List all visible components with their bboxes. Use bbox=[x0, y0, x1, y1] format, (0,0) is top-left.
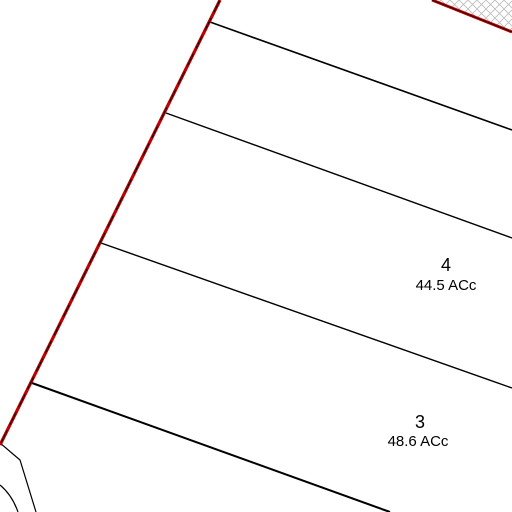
lot-line bbox=[209, 21, 512, 131]
parcel-area: 44.5 ACc bbox=[416, 277, 477, 294]
parcel-number: 3 bbox=[415, 412, 425, 432]
parcel-number: 4 bbox=[441, 255, 451, 275]
property-boundary-dashes bbox=[0, 0, 221, 446]
lot-line bbox=[31, 382, 391, 512]
parcel-area: 48.6 ACc bbox=[388, 433, 449, 450]
lot-line bbox=[165, 112, 512, 239]
road-curve-inner bbox=[0, 484, 19, 512]
lot-line bbox=[100, 242, 512, 389]
hatched-parcel-boundary-inner bbox=[431, 0, 512, 33]
road-curve bbox=[0, 442, 37, 512]
